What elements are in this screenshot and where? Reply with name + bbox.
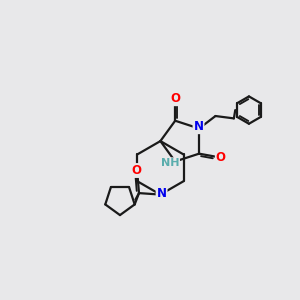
Text: NH: NH [160, 158, 179, 168]
Text: N: N [194, 120, 203, 133]
Text: O: O [216, 151, 226, 164]
Text: O: O [170, 92, 181, 105]
Text: O: O [131, 164, 141, 177]
Text: N: N [157, 187, 166, 200]
